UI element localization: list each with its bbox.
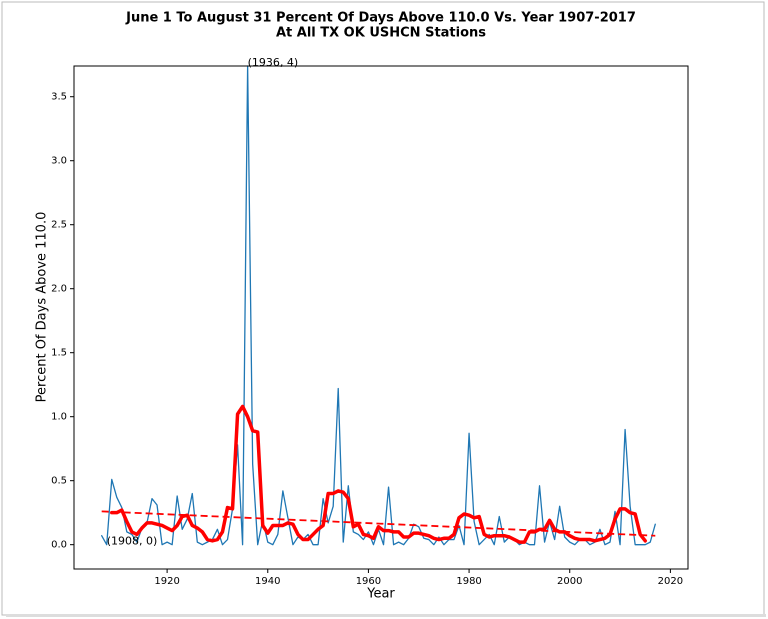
series-line [110, 404, 647, 544]
y-tick-label: 3.0 [51, 156, 67, 167]
y-tick-label: 1.5 [51, 348, 67, 359]
x-tick-label: 2020 [658, 576, 683, 587]
y-tick-label: 1.0 [51, 412, 67, 423]
chart-subtitle: At All TX OK USHCN Stations [276, 26, 486, 41]
x-axis-label: Year [366, 587, 395, 602]
series-line [101, 510, 656, 537]
annotation: (1908, 0) [107, 535, 158, 548]
chart-title: June 1 To August 31 Percent Of Days Abov… [125, 11, 636, 26]
x-tick-label: 2000 [557, 576, 582, 587]
annotation: (1936, 4) [248, 56, 299, 69]
plot-frame [73, 65, 689, 570]
x-tick-label: 1940 [255, 576, 280, 587]
y-axis-label: Percent Of Days Above 110.0 [35, 212, 50, 403]
y-tick-label: 0.0 [51, 540, 67, 551]
y-tick-label: 3.5 [51, 92, 67, 103]
x-tick-label: 1960 [356, 576, 381, 587]
x-tick-label: 1920 [154, 576, 179, 587]
y-tick-label: 2.5 [51, 220, 67, 231]
y-tick-label: 0.5 [51, 476, 67, 487]
y-tick-label: 2.0 [51, 284, 67, 295]
shadow [6, 614, 766, 617]
x-tick-label: 1980 [456, 576, 481, 587]
